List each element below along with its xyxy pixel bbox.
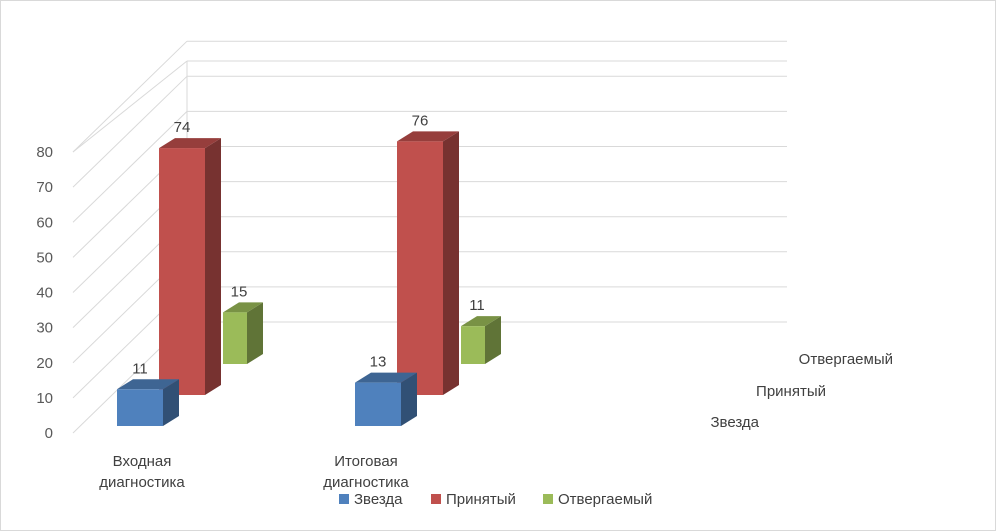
depth-axis-label: Звезда: [710, 414, 759, 431]
depth-axis-label: Принятый: [756, 383, 826, 400]
legend-label: Принятый: [446, 491, 516, 508]
bar-0-0-top: [117, 379, 179, 390]
data-label: 11: [132, 360, 148, 377]
bar-0-1-side: [401, 372, 417, 426]
legend-swatch: [543, 494, 553, 504]
bar-0-1-top: [355, 372, 417, 383]
y-tick-label: 30: [36, 320, 53, 337]
bar-2-1-top: [461, 316, 501, 327]
x-tick-label: диагностика: [323, 474, 409, 491]
gridline-side: [72, 60, 188, 153]
gridline-side: [72, 111, 188, 223]
gridline-side: [72, 40, 188, 153]
y-tick-label: 20: [36, 355, 53, 372]
data-label: 76: [412, 112, 429, 129]
depth-axis-label: Отвергаемый: [799, 351, 893, 368]
y-tick-label: 80: [36, 144, 53, 161]
y-tick-label: 70: [36, 179, 53, 196]
bar-0-1: [355, 382, 401, 426]
bar-2-0-side: [247, 302, 263, 364]
data-label: 15: [231, 283, 248, 300]
gridline-side: [72, 75, 188, 188]
x-tick-label: Входная: [113, 453, 172, 470]
bar-1-1-side: [443, 131, 459, 395]
y-tick-label: 0: [45, 425, 53, 442]
data-label: 13: [370, 354, 387, 371]
y-tick-label: 40: [36, 285, 53, 302]
y-tick-label: 10: [36, 390, 53, 407]
bar-1-1: [397, 141, 443, 395]
data-label: 11: [469, 297, 485, 314]
bar-0-0-side: [163, 379, 179, 426]
bar-1-0-top: [159, 138, 221, 149]
bar-2-1-side: [485, 316, 501, 364]
x-tick-label: диагностика: [99, 474, 185, 491]
bar-1-0: [159, 148, 205, 395]
bar-0-0: [117, 389, 163, 426]
bar-1-0-side: [205, 138, 221, 396]
legend-label: Отвергаемый: [558, 491, 652, 508]
x-tick-label: Итоговая: [334, 453, 398, 470]
bar-2-0: [223, 312, 247, 364]
y-tick-label: 60: [36, 214, 53, 231]
legend-swatch: [339, 494, 349, 504]
bar-1-1-top: [397, 131, 459, 142]
legend-label: Звезда: [354, 491, 403, 508]
y-tick-label: 50: [36, 249, 53, 266]
bar-2-0-top: [223, 302, 263, 313]
bar-2-1: [461, 326, 485, 364]
data-label: 74: [174, 119, 191, 136]
legend-swatch: [431, 494, 441, 504]
